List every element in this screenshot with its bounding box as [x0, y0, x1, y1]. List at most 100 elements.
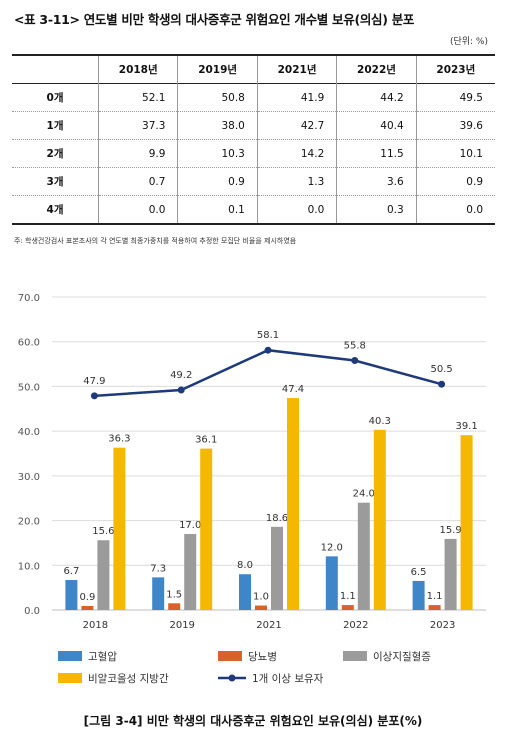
y-tick-label: 60.0 [18, 338, 40, 349]
line-data-label: 49.2 [170, 370, 192, 381]
bar-data-label: 1.1 [340, 591, 356, 602]
bar [65, 580, 78, 610]
table-header-row: 2018년 2019년 2021년 2022년 2023년 [12, 55, 495, 84]
table-cell: 14.2 [256, 139, 337, 168]
table-title: <표 3-11> 연도별 비만 학생의 대사증후군 위험요인 개수별 보유(의심… [14, 12, 415, 27]
table-cell: 9.9 [97, 139, 178, 168]
table-cell: 0.0 [256, 195, 337, 224]
bar [152, 577, 165, 610]
y-tick-label: 20.0 [18, 517, 40, 528]
table-row: 3개 0.7 0.9 1.3 3.6 0.9 [12, 167, 495, 196]
table-cell: 10.1 [415, 139, 495, 168]
bar [373, 429, 386, 610]
bar [357, 502, 370, 610]
data-table: 2018년 2019년 2021년 2022년 2023년 0개 52.1 50… [12, 54, 495, 225]
table-cell: 42.7 [256, 111, 337, 140]
bar [325, 556, 338, 610]
x-tick-label: 2023 [430, 620, 455, 631]
table-cell: 49.5 [415, 83, 495, 112]
table-cell: 37.3 [97, 111, 178, 140]
bar [412, 580, 425, 610]
bar-data-label: 24.0 [353, 489, 375, 500]
line-point [264, 346, 272, 354]
bar-data-label: 6.5 [411, 567, 427, 578]
bar [81, 605, 94, 610]
bar-data-label: 1.0 [253, 592, 269, 603]
table-cell: 11.5 [336, 139, 417, 168]
table-corner [12, 55, 99, 84]
row-header: 2개 [46, 148, 64, 160]
table-cell: 10.3 [177, 139, 258, 168]
bar [255, 605, 267, 610]
table-cell: 0.1 [177, 195, 258, 224]
table-cell: 0.7 [97, 167, 178, 196]
x-tick-label: 2018 [83, 620, 108, 631]
bar-data-label: 40.3 [369, 416, 391, 427]
figure-caption: [그림 3-4] 비만 학생의 대사증후군 위험요인 보유(의심) 분포(%) [83, 714, 423, 728]
line-data-label: 47.9 [83, 376, 105, 387]
table-cell: 41.9 [256, 83, 337, 112]
table-cell: 40.4 [336, 111, 417, 140]
table-cell: 0.9 [415, 167, 495, 196]
legend-swatch [58, 651, 82, 661]
row-header: 4개 [46, 204, 64, 216]
table-cell: 38.0 [177, 111, 258, 140]
bar-data-label: 1.1 [427, 591, 443, 602]
row-header: 1개 [46, 120, 64, 132]
table-row: 0개 52.1 50.8 41.9 44.2 49.5 [12, 83, 495, 112]
bar-data-label: 8.0 [237, 560, 253, 571]
table-row: 2개 9.9 10.3 14.2 11.5 10.1 [12, 139, 495, 168]
y-tick-label: 30.0 [18, 472, 40, 483]
legend-swatch-marker [228, 674, 236, 682]
col-header-2022: 2022년 [336, 55, 417, 84]
table-cell: 1.3 [256, 167, 337, 196]
bar-data-label: 1.5 [166, 589, 182, 600]
x-tick-label: 2021 [256, 620, 281, 631]
row-header: 0개 [46, 92, 64, 104]
bar [341, 605, 354, 610]
legend-swatch [58, 673, 82, 683]
table-row: 1개 37.3 38.0 42.7 40.4 39.6 [12, 111, 495, 140]
bar-data-label: 15.6 [92, 526, 114, 537]
line-data-label: 58.1 [257, 330, 279, 341]
line-series [94, 348, 442, 398]
table-cell: 3.6 [336, 167, 417, 196]
y-tick-label: 10.0 [18, 561, 40, 572]
legend-label: 고혈압 [88, 650, 117, 663]
legend-swatch [218, 651, 242, 661]
bar [444, 538, 457, 610]
bar-data-label: 36.3 [108, 434, 130, 445]
bar-data-label: 15.9 [439, 525, 461, 536]
risk-factor-chart: 0.0 10.0 20.0 30.0 40.0 50.0 60.0 70.0 2018 2019 2… [18, 293, 486, 685]
bar-data-label: 7.3 [150, 563, 166, 574]
table-cell: 0.3 [336, 195, 417, 224]
bar [287, 398, 299, 610]
bar [184, 533, 197, 610]
bar [239, 574, 251, 610]
bar-data-label: 47.4 [282, 384, 304, 395]
y-tick-label: 50.0 [18, 382, 40, 393]
line-point [90, 392, 98, 400]
y-tick-label: 40.0 [18, 427, 40, 438]
table-cell: 50.8 [177, 83, 258, 112]
col-header-2018: 2018년 [97, 55, 178, 84]
line-point [438, 380, 446, 388]
bar [200, 448, 213, 610]
table-cell: 0.0 [97, 195, 178, 224]
y-tick-label: 70.0 [18, 293, 40, 304]
line-point [351, 356, 359, 364]
legend-label: 비알코올성 지방간 [88, 673, 169, 685]
table-cell: 39.6 [415, 111, 495, 140]
table-unit: (단위: %) [449, 37, 488, 47]
col-header-2021: 2021년 [256, 55, 337, 84]
bar [97, 540, 110, 610]
bar-data-label: 0.9 [79, 592, 95, 603]
legend-label: 이상지질혈증 [373, 650, 431, 663]
legend-label: 1개 이상 보유자 [252, 673, 324, 685]
bar-data-label: 17.0 [179, 520, 201, 531]
row-header: 3개 [46, 176, 64, 188]
legend-label: 당뇨병 [248, 651, 277, 663]
legend-swatch [343, 651, 367, 661]
col-header-2019: 2019년 [177, 55, 258, 84]
line-data-label: 50.5 [430, 364, 452, 375]
